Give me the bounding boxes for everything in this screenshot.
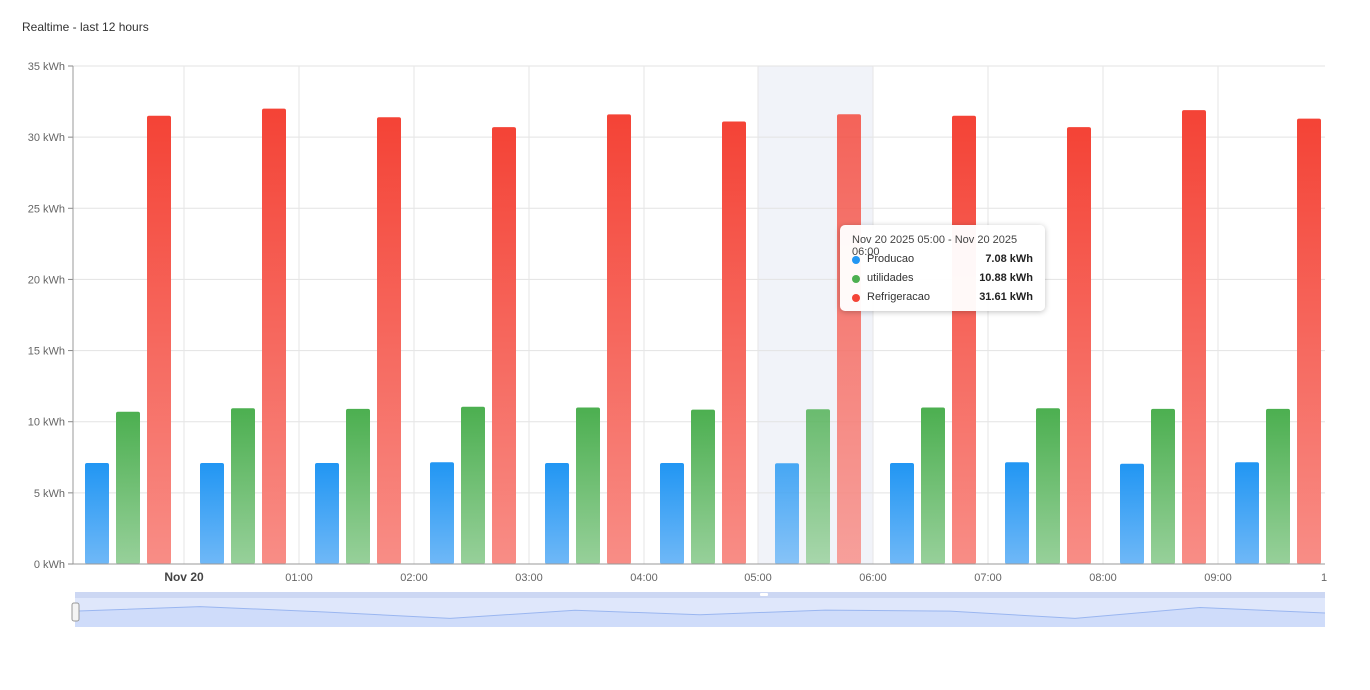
tooltip-row-refrigeracao: Refrigeracao 31.61 kWh [852,290,1033,306]
tooltip-series-name: utilidades [867,272,914,284]
navigator-scrollbar-grip-icon[interactable] [760,593,768,596]
bar-refrigeracao-8[interactable] [1067,127,1091,564]
x-tick-label: Nov 20 [164,570,204,584]
tooltip-series-name: Producao [867,253,915,265]
bar-refrigeracao-4[interactable] [607,114,631,565]
tooltip-row-utilidades: utilidades 10.88 kWh [852,271,1033,287]
y-tick-label: 25 kWh [28,203,65,215]
bar-utilidades-7[interactable] [921,407,945,564]
refrigeracao-dot-icon [852,294,860,302]
x-tick-label: 08:00 [1089,572,1117,584]
y-tick-label: 0 kWh [34,559,65,571]
tooltip-series-value: 10.88 kWh [979,272,1033,284]
bar-utilidades-3[interactable] [461,406,485,564]
bar-utilidades-4[interactable] [576,407,600,564]
y-tick-label: 20 kWh [28,274,65,286]
x-tick-label: 04:00 [630,572,658,584]
bar-producao-4[interactable] [545,462,569,564]
navigator-left-handle[interactable] [71,602,80,622]
tooltip-series-value: 31.61 kWh [979,291,1033,303]
bar-refrigeracao-2[interactable] [377,117,401,565]
bar-utilidades-8[interactable] [1036,408,1060,564]
bar-utilidades-1[interactable] [231,408,255,564]
bar-refrigeracao-0[interactable] [147,115,171,565]
bar-producao-7[interactable] [890,462,914,564]
bar-utilidades-9[interactable] [1151,408,1175,564]
bar-refrigeracao-10[interactable] [1297,118,1321,564]
bar-producao-6[interactable] [775,463,799,564]
bar-producao-9[interactable] [1120,463,1144,564]
x-tick-label: 03:00 [515,572,543,584]
y-tick-label: 35 kWh [28,61,65,73]
x-tick-label: 02:00 [400,572,428,584]
chart-title: Realtime - last 12 hours [22,20,149,34]
tooltip-header: Nov 20 2025 05:00 - Nov 20 2025 06:00 [852,234,1018,258]
bar-utilidades-6[interactable] [806,409,830,564]
tooltip-series-name: Refrigeracao [867,291,930,303]
x-tick-label: 07:00 [974,572,1002,584]
bar-producao-5[interactable] [660,462,684,564]
utilidades-dot-icon [852,275,860,283]
bar-producao-0[interactable] [85,462,109,564]
bar-refrigeracao-5[interactable] [722,121,746,565]
y-tick-label: 30 kWh [28,132,65,144]
navigator-area [75,606,1325,627]
bar-refrigeracao-7[interactable] [952,115,976,565]
x-tick-label: 09:00 [1204,572,1232,584]
bar-utilidades-0[interactable] [116,411,140,564]
bar-producao-2[interactable] [315,462,339,564]
producao-dot-icon [852,256,860,264]
x-tick-label: 1 [1321,572,1327,584]
bar-refrigeracao-9[interactable] [1182,110,1206,564]
tooltip-row-producao: Producao 7.08 kWh [852,252,1033,268]
x-tick-label: 05:00 [744,572,772,584]
navigator-series-line [74,606,1326,619]
bar-refrigeracao-3[interactable] [492,127,516,564]
bar-producao-3[interactable] [430,462,454,564]
bar-utilidades-2[interactable] [346,408,370,564]
y-tick-label: 15 kWh [28,346,65,358]
bar-producao-8[interactable] [1005,462,1029,564]
bar-utilidades-10[interactable] [1266,408,1290,564]
tooltip-series-value: 7.08 kWh [985,253,1033,265]
navigator-scrollbar[interactable] [75,592,1325,598]
y-tick-label: 5 kWh [34,488,65,500]
x-tick-label: 06:00 [859,572,887,584]
bar-refrigeracao-6[interactable] [837,114,861,564]
bar-utilidades-5[interactable] [691,409,715,564]
chart-tooltip: Nov 20 2025 05:00 - Nov 20 2025 06:00 Pr… [840,225,1045,311]
bar-refrigeracao-1[interactable] [262,108,286,564]
bar-producao-10[interactable] [1235,462,1259,564]
y-tick-label: 10 kWh [28,417,65,429]
bar-producao-1[interactable] [200,462,224,564]
x-tick-label: 01:00 [285,572,313,584]
